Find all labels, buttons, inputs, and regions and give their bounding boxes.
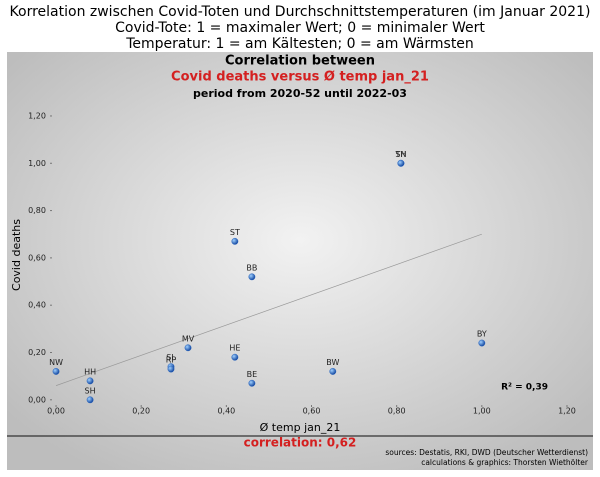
r-squared: R² = 0,39: [501, 383, 548, 393]
point: [329, 368, 337, 375]
chart-background: [7, 52, 593, 470]
point: [86, 377, 94, 385]
point: [248, 379, 256, 387]
x-tick-label: 0,20: [132, 407, 150, 416]
y-tick-label: 0,60: [28, 253, 46, 262]
point-label: BW: [326, 358, 339, 367]
x-tick-label: 0,80: [388, 407, 406, 416]
trendline: [55, 233, 482, 386]
point-label: ST: [230, 228, 240, 237]
x-axis-label: Ø temp jan_21: [260, 421, 341, 434]
source: sources: Destatis, RKI, DWD (Deutscher W…: [385, 448, 588, 457]
point-label: SL: [166, 353, 176, 362]
point: [184, 344, 192, 352]
y-tick-label: 1,00: [28, 159, 46, 168]
point-label: HH: [84, 367, 96, 376]
header-line: Temperatur: 1 = am Kältesten; 0 = am Wär…: [125, 36, 474, 52]
point-label: BE: [247, 370, 258, 379]
point-label: BY: [477, 330, 487, 339]
x-tick-label: 0,60: [303, 407, 321, 416]
point: [397, 159, 405, 167]
point: [52, 368, 60, 375]
chart-title: Correlation between: [225, 54, 375, 69]
correlation: correlation: 0,62: [244, 436, 357, 450]
header-line: Korrelation zwischen Covid-Toten und Dur…: [10, 4, 591, 20]
point-label: MV: [182, 334, 195, 343]
point: [167, 365, 175, 373]
y-axis-label: Covid deaths: [10, 219, 23, 291]
chart-subtitle: Covid deaths versus Ø temp jan_21: [171, 70, 429, 85]
y-tick-label: 0,40: [28, 301, 46, 310]
point-label: BB: [246, 263, 257, 272]
source: calculations & graphics: Thorsten Wiethö…: [421, 458, 589, 467]
x-tick-label: 0,40: [217, 407, 235, 416]
x-tick-label: 1,20: [558, 407, 576, 416]
y-tick-label: 0,20: [28, 348, 46, 357]
point-label: TH: [394, 150, 406, 159]
x-tick-label: 0,00: [47, 407, 65, 416]
point-label: SN: [395, 150, 406, 159]
point-label: NW: [49, 358, 63, 367]
point: [86, 396, 94, 404]
y-tick-label: 1,20: [28, 111, 46, 120]
point: [478, 339, 486, 347]
period: period from 2020-52 until 2022-03: [193, 87, 407, 100]
point-label: SH: [85, 386, 96, 395]
y-tick-label: 0,80: [28, 206, 46, 215]
point: [231, 237, 239, 245]
point-label: RP: [166, 356, 177, 365]
point: [231, 353, 239, 361]
y-tick-label: 0,00: [28, 395, 46, 404]
x-tick-label: 1,00: [473, 407, 491, 416]
header-line: Covid-Tote: 1 = maximaler Wert; 0 = mini…: [115, 20, 485, 36]
point: [248, 273, 256, 281]
point-label: HE: [229, 344, 240, 353]
